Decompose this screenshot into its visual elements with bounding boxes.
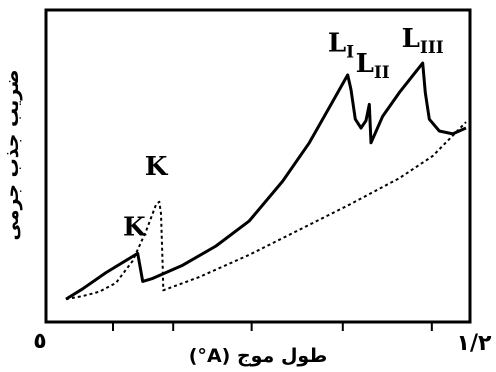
annotation-liii: LIII (402, 24, 444, 58)
series-line-solid (65, 61, 467, 301)
x-tick-label-1: ١/٢ (457, 331, 492, 356)
annotation-k: K (145, 152, 169, 182)
series-group (65, 61, 467, 301)
series-line-dashed (65, 121, 467, 301)
x-ticks (111, 322, 433, 331)
x-axis-label: طول موج (A°) (189, 345, 327, 367)
annotations: K K LI LII LIII (123, 24, 444, 243)
x-tick-label-0: ٥ (33, 329, 46, 354)
annotation-li: LI (328, 28, 354, 62)
annotation-lii: LII (356, 49, 390, 83)
annotation-k: K (123, 213, 147, 243)
y-axis-label: ضریب جذب جرمی (1, 70, 23, 241)
plot-frame (44, 8, 472, 324)
